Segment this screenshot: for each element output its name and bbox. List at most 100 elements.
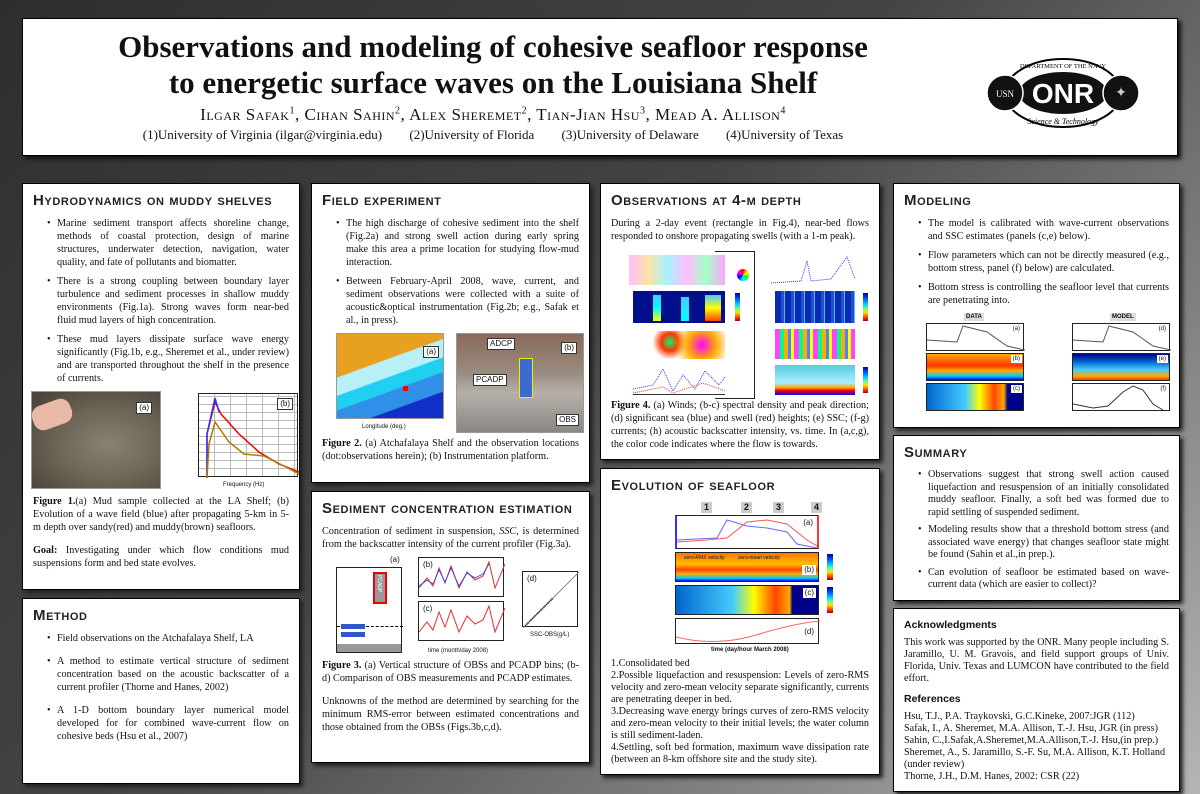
stage-marker: 3 bbox=[773, 502, 785, 513]
model-ssc-plot: (e) bbox=[1072, 353, 1170, 381]
onr-logo: USN ✦ ONR DEPARTMENT OF THE NAVY Science… bbox=[986, 58, 1140, 128]
axis-label: time (day/hour March 2008) bbox=[711, 647, 789, 653]
list-item: Field observations on the Atchafalaya Sh… bbox=[47, 632, 289, 645]
current-plot-f bbox=[775, 291, 855, 323]
ssc-timeseries-b: (b) bbox=[418, 557, 506, 597]
author-list: Ilgar Safak1, Cihan Sahin2, Alex Shereme… bbox=[23, 101, 963, 125]
author: Ilgar Safak1, bbox=[200, 104, 300, 124]
figure-3: (a) PCADP (b) (c) time (month/day 2008) … bbox=[322, 555, 580, 659]
panel-label: (b) bbox=[802, 565, 816, 575]
panel-label: (a) bbox=[423, 346, 439, 358]
affiliations: (1)University of Virginia (ilgar@virgini… bbox=[23, 127, 963, 143]
mud-sample-photo: (a) bbox=[31, 391, 161, 489]
colorbar bbox=[827, 587, 833, 613]
hand-shape bbox=[32, 395, 76, 434]
intro-text: Concentration of sediment in suspension,… bbox=[322, 526, 579, 550]
bullet-list: The high discharge of cohesive sediment … bbox=[322, 217, 579, 327]
ack-text: This work was supported by the ONR. Many… bbox=[904, 636, 1169, 684]
title-line: to energetic surface waves on the Louisi… bbox=[168, 65, 818, 100]
event-rectangle bbox=[715, 251, 755, 399]
wave-height-ssc-plot: (a) bbox=[675, 515, 819, 549]
list-item: Modeling results show that a threshold b… bbox=[918, 524, 1169, 562]
panel-label: (b) bbox=[277, 398, 293, 410]
figure-1: (a) (b) Frequency (Hz) bbox=[31, 391, 300, 495]
column-4: Modeling The model is calibrated with wa… bbox=[893, 183, 1180, 792]
panel-label: (d) bbox=[525, 574, 539, 584]
annotation: zero-mean velocity bbox=[738, 555, 780, 561]
reference: Thorne, J.H., D.M. Hanes, 2002: CSR (22) bbox=[904, 770, 1080, 782]
column-1: Hydrodynamics on muddy shelves Marine se… bbox=[22, 183, 300, 784]
stage-marker: 4 bbox=[811, 502, 823, 513]
obs-marker bbox=[341, 632, 365, 637]
panel-label: (a) bbox=[801, 518, 815, 528]
axis-label: SSC-OBS(g/L) bbox=[530, 632, 570, 638]
spectra-curves bbox=[206, 397, 300, 479]
list-item: These mud layers dissipate surface wave … bbox=[47, 333, 289, 385]
goal-text: Goal: Investigating under which flow con… bbox=[33, 545, 290, 569]
list-item: Marine sediment transport affects shorel… bbox=[47, 217, 289, 269]
svg-text:✦: ✦ bbox=[1115, 86, 1127, 101]
figure-caption: Figure 3. (a) Vertical structure of OBSs… bbox=[322, 660, 579, 684]
bullet-list: The model is calibrated with wave-curren… bbox=[904, 217, 1169, 307]
list-item: A method to estimate vertical structure … bbox=[47, 655, 289, 694]
colorbar bbox=[827, 554, 833, 580]
figure-caption: Figure 1.(a) Mud sample collected at the… bbox=[33, 496, 289, 533]
data-velocity-plot: (b) bbox=[926, 353, 1024, 381]
poster-header: Observations and modeling of cohesive se… bbox=[22, 18, 1178, 156]
model-bottom-stress-plot: (f) bbox=[1072, 383, 1170, 411]
author: Cihan Sahin2, bbox=[304, 104, 406, 124]
spectral-density-plot: (b) bbox=[198, 393, 300, 479]
spectral-density-plot bbox=[633, 291, 725, 323]
list-item: Bottom stress is controlling the seafloo… bbox=[918, 281, 1169, 307]
reference: Safak, I., A. Sheremet, M.A. Allison, T.… bbox=[904, 722, 1159, 734]
author: Tian-Jian Hsu3, bbox=[536, 104, 651, 124]
column-2: Field experiment The high discharge of c… bbox=[311, 183, 590, 763]
list-item: Flow parameters which can not be directl… bbox=[918, 249, 1169, 275]
atchafalaya-map: (a) bbox=[336, 333, 444, 419]
instrument-platform-photo: ADCP PCADP OBS (b) bbox=[456, 333, 584, 433]
panel-field-experiment: Field experiment The high discharge of c… bbox=[311, 183, 590, 483]
axis-label: Longitude (deg.) bbox=[362, 424, 406, 430]
axis-label: Frequency (Hz) bbox=[223, 482, 265, 488]
figure-seafloor-evolution: 1 2 3 4 (a) zero-RMS velocity zero-mean … bbox=[611, 502, 869, 654]
panel-label: (c) bbox=[421, 604, 435, 614]
backscatter-plot-h bbox=[775, 365, 855, 395]
panel-summary: Summary Observations suggest that strong… bbox=[893, 435, 1180, 601]
title-line: Observations and modeling of cohesive se… bbox=[118, 29, 868, 64]
stage-markers: 1 2 3 4 bbox=[681, 502, 841, 513]
velocity-structure-plot: zero-RMS velocity zero-mean velocity (b) bbox=[675, 552, 819, 582]
colorbar bbox=[863, 293, 868, 321]
ssc-scatter-d: (d) bbox=[522, 571, 580, 629]
list-item: 4.Settling, soft bed formation, maximum … bbox=[611, 742, 869, 765]
intro-text: During a 2-day event (rectangle in Fig.4… bbox=[611, 218, 869, 242]
column-3: Observations at 4-m depth During a 2-day… bbox=[600, 183, 880, 775]
wave-height-plot bbox=[632, 365, 726, 395]
list-item: The model is calibrated with wave-curren… bbox=[918, 217, 1169, 243]
affiliation: (3)University of Delaware bbox=[561, 127, 699, 142]
ack-heading: Acknowledgments bbox=[904, 618, 997, 631]
ssc-plot bbox=[770, 255, 856, 285]
wind-plot bbox=[629, 255, 725, 285]
author: Alex Sheremet2, bbox=[409, 104, 532, 124]
dissipation-rate-plot: (d) bbox=[675, 618, 821, 644]
stage-list: 1.Consolidated bed 2.Possible liquefacti… bbox=[611, 658, 869, 766]
list-item: Observations suggest that strong swell a… bbox=[918, 469, 1169, 519]
body-text: Unknowns of the method are determined by… bbox=[322, 696, 579, 733]
affiliation: (1)University of Virginia (ilgar@virgini… bbox=[142, 127, 383, 142]
data-wave-height-plot: (a) bbox=[926, 323, 1026, 351]
panel-evolution: Evolution of seafloor 1 2 3 4 (a) zero-R… bbox=[600, 468, 880, 775]
figure-2: (a) Longitude (deg.) ADCP PCADP OBS (b) bbox=[322, 333, 584, 437]
obs-marker bbox=[341, 624, 365, 629]
panel-label: (b) bbox=[561, 342, 577, 354]
figure-4 bbox=[611, 249, 869, 399]
data-label: DATA bbox=[964, 313, 984, 321]
reference: Hsu, T.J., P.A. Traykovski, G.C.Kineke, … bbox=[904, 710, 1135, 722]
list-item: Between February-April 2008, wave, curre… bbox=[336, 275, 579, 327]
affiliation: (2)University of Florida bbox=[409, 127, 535, 142]
reference: Sheremet, A., S. Jaramillo, S.-F. Su, M.… bbox=[904, 746, 1166, 770]
panel-acknowledgments: Acknowledgments This work was supported … bbox=[893, 607, 1180, 792]
model-wave-height-plot: (d) bbox=[1072, 323, 1172, 351]
data-ssc-plot: (c) bbox=[926, 383, 1024, 411]
svg-text:Science & Technology: Science & Technology bbox=[1027, 117, 1099, 126]
figure-caption: Figure 2. (a) Atchafalaya Shelf and the … bbox=[322, 438, 579, 462]
